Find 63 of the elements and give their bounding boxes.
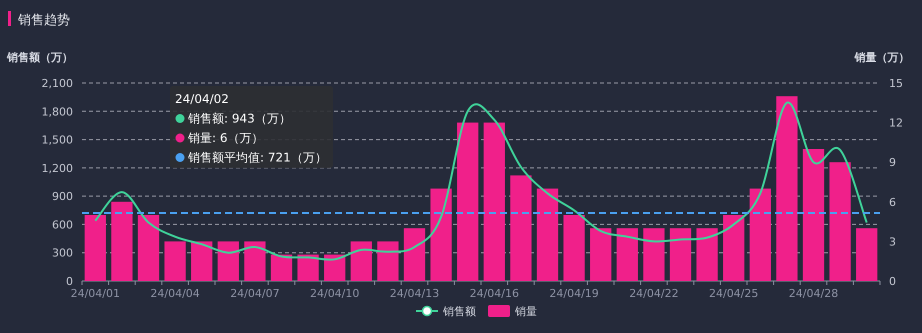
x-tick-label: 24/04/13 xyxy=(390,287,440,300)
x-tick-label: 24/04/07 xyxy=(230,287,280,300)
y2-tick-label: 15 xyxy=(889,77,903,90)
bar xyxy=(563,215,585,281)
y-tick-label: 2,100 xyxy=(42,77,73,90)
bar xyxy=(218,241,239,281)
bar xyxy=(856,228,878,281)
bar xyxy=(643,228,665,281)
bar xyxy=(484,122,505,281)
x-tick-label: 24/04/04 xyxy=(150,287,200,300)
y2-tick-label: 6 xyxy=(889,196,896,209)
bar xyxy=(111,202,133,281)
bar xyxy=(536,188,558,281)
bar xyxy=(723,215,744,281)
y-tick-label: 0 xyxy=(66,275,73,288)
y-tick-label: 900 xyxy=(52,190,73,204)
y-tick-label: 1,200 xyxy=(42,162,73,175)
bar xyxy=(750,188,771,281)
x-tick-label: 24/04/16 xyxy=(470,287,520,300)
bar xyxy=(457,122,478,281)
bar xyxy=(324,254,346,281)
bar xyxy=(829,162,851,281)
legend-label: 销售额 xyxy=(442,305,476,318)
annotation: 销售额平均值: 721（万） xyxy=(187,150,327,164)
x-tick-label: 24/04/28 xyxy=(788,287,838,300)
bar xyxy=(377,241,399,281)
x-tick-label: 24/04/25 xyxy=(708,287,758,300)
bar xyxy=(616,228,638,281)
chart-title: 销售趋势 xyxy=(17,13,70,28)
x-tick-label: 24/04/19 xyxy=(549,287,599,300)
bar xyxy=(404,228,426,281)
bar xyxy=(297,254,319,281)
bar xyxy=(350,241,372,281)
annotation: 销量: 6（万） xyxy=(187,131,264,145)
bar xyxy=(430,188,452,281)
x-tick-label: 24/04/01 xyxy=(70,287,120,300)
bar xyxy=(776,96,798,281)
x-tick-label: 24/04/22 xyxy=(629,287,679,300)
bar xyxy=(510,175,532,281)
y-tick-label: 300 xyxy=(52,246,73,260)
annotation: 销售额: 943（万） xyxy=(187,112,291,126)
y-tick-label: 600 xyxy=(52,218,73,232)
bar xyxy=(802,149,824,281)
annotation: 24/04/02 xyxy=(175,92,229,106)
legend-label: 销量 xyxy=(514,305,537,318)
y-tick-label: 1,800 xyxy=(42,105,73,118)
bar xyxy=(244,241,266,281)
y2-tick-label: 9 xyxy=(889,156,896,170)
bar xyxy=(138,215,160,281)
bar xyxy=(164,241,186,281)
bar xyxy=(696,228,718,281)
bar xyxy=(670,228,692,281)
bar xyxy=(84,215,106,281)
y-axis-title: 销售额（万） xyxy=(6,51,73,64)
x-tick-label: 24/04/10 xyxy=(310,287,360,300)
y2-tick-label: 0 xyxy=(889,275,896,288)
y-tick-label: 1,500 xyxy=(42,134,73,147)
y2-tick-label: 3 xyxy=(889,235,896,248)
bar xyxy=(191,241,212,281)
y2-axis-title: 销量（万） xyxy=(854,51,910,64)
bar xyxy=(590,228,612,281)
bar xyxy=(270,254,292,281)
y2-tick-label: 12 xyxy=(889,116,903,130)
